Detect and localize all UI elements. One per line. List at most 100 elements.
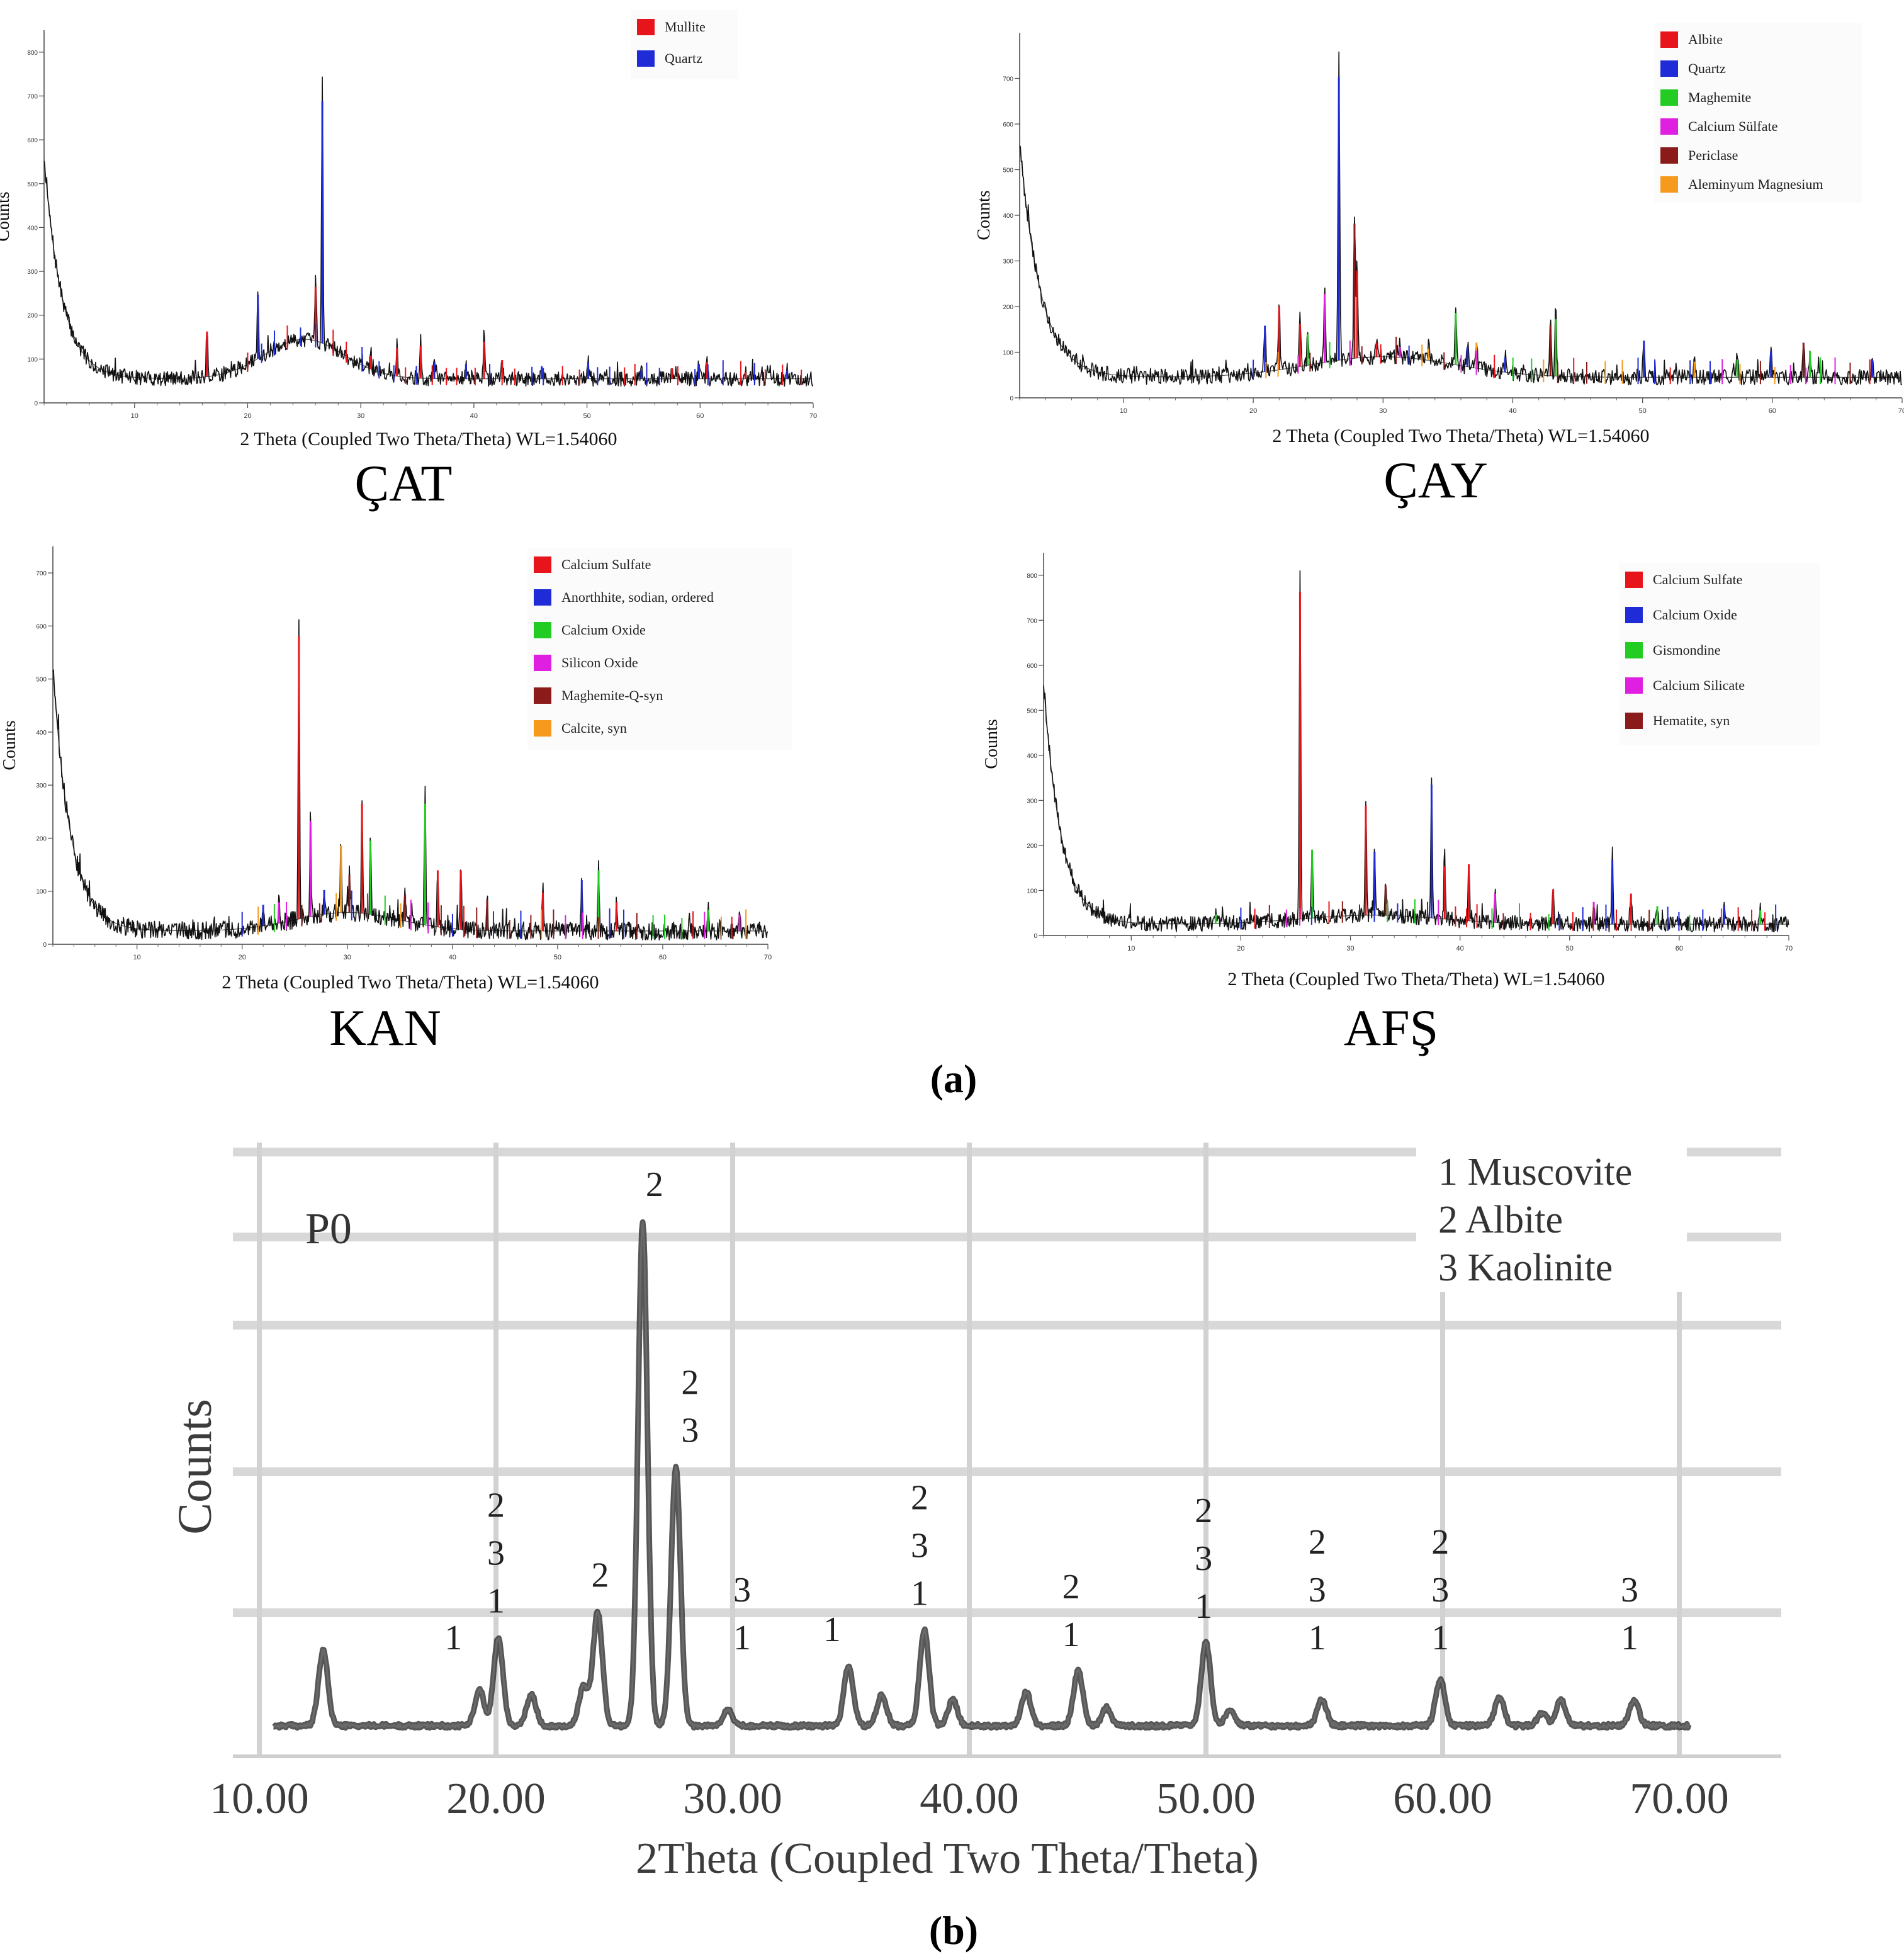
y-axis-label: Counts (0, 720, 20, 770)
chart-cat: 0 100 200 300 400 500 600 700 800 10 20 30 40 50 60 70 M… (0, 10, 817, 512)
x-tick-label: 40 (1509, 407, 1516, 415)
y-tick-label: 300 (1003, 259, 1013, 266)
peak-phase-number: 1 (911, 1574, 928, 1613)
legend-swatch (637, 19, 655, 35)
x-tick-label: 70 (1785, 945, 1793, 952)
x-tick-label: 10.00 (210, 1775, 309, 1823)
peak-phase-number: 1 (1195, 1587, 1212, 1626)
x-tick-label: 30 (1379, 407, 1387, 415)
peak-phase-number: 1 (444, 1618, 462, 1658)
chart-p0: 10.00 20.00 30.00 40.00 50.00 60.00 70.00 2Thet… (169, 1141, 1781, 1883)
peak-phase-number: 2 (911, 1478, 928, 1517)
legend-swatch (637, 50, 655, 67)
y-tick-label: 700 (27, 93, 38, 100)
x-tick-label: 40 (1456, 945, 1464, 952)
pattern-line (43, 76, 814, 387)
legend-swatch (534, 622, 551, 638)
legend-entry: 2 Albite (1438, 1199, 1563, 1241)
peak-phase-number: 3 (681, 1411, 699, 1450)
legend-swatch (1625, 677, 1643, 694)
legend-label: Calcium Oxide (561, 622, 646, 638)
legend-swatch (1660, 118, 1678, 135)
y-tick-label: 0 (43, 942, 47, 949)
peak-phase-number: 3 (733, 1571, 751, 1610)
sample-caption: KAN (329, 999, 441, 1056)
legend-label: Maghemite-Q-syn (561, 687, 663, 703)
legend-label: Silicon Oxide (561, 655, 638, 670)
y-tick-label: 600 (27, 137, 38, 144)
chart-title: P0 (305, 1205, 352, 1253)
sample-caption: ÇAT (355, 455, 453, 512)
peak-phase-number: 1 (1621, 1618, 1638, 1658)
legend-swatch (1660, 31, 1678, 48)
x-tick-label: 20 (1237, 945, 1244, 952)
peak-phase-number: 2 (1062, 1567, 1080, 1607)
legend-entry: 1 Muscovite (1438, 1151, 1632, 1194)
x-axis-label: 2Theta (Coupled Two Theta/Theta) (636, 1834, 1259, 1883)
y-tick-label: 300 (1027, 798, 1037, 805)
legend-swatch (1625, 607, 1643, 623)
y-tick-label: 0 (34, 400, 38, 407)
y-tick-label: 100 (27, 356, 38, 363)
y-tick-label: 400 (1003, 213, 1013, 220)
y-tick-label: 500 (1003, 167, 1013, 174)
legend-swatch (1660, 60, 1678, 77)
peak-phase-number: 3 (1431, 1571, 1449, 1610)
peak-phase-number: 1 (1431, 1618, 1449, 1658)
x-tick-label: 30 (344, 954, 351, 961)
x-tick-label: 70.00 (1630, 1775, 1729, 1823)
y-tick-label: 600 (1003, 121, 1013, 128)
legend-label: Anorthhite, sodian, ordered (561, 589, 714, 605)
x-tick-label: 30.00 (683, 1775, 782, 1823)
x-tick-label: 20.00 (446, 1775, 546, 1823)
x-tick-label: 40 (449, 954, 456, 961)
x-tick-label: 50 (1566, 945, 1574, 952)
x-tick-label: 60 (1769, 407, 1776, 415)
peak-phase-number: 2 (681, 1363, 699, 1402)
x-axis-label: 2 Theta (Coupled Two Theta/Theta) WL=1.5… (1227, 969, 1604, 990)
pattern-line (1043, 570, 1789, 932)
legend-label: Calcite, syn (561, 720, 627, 736)
y-tick-label: 800 (1027, 573, 1037, 580)
x-tick-label: 10 (133, 954, 141, 961)
peak-phase-number: 2 (1195, 1491, 1212, 1530)
y-tick-label: 600 (1027, 663, 1037, 670)
y-tick-label: 700 (36, 570, 47, 577)
y-axis-label: Counts (0, 191, 13, 241)
y-tick-label: 400 (1027, 753, 1037, 760)
legend-label: Calcium Sulfate (1653, 572, 1742, 587)
y-tick-label: 200 (27, 313, 38, 320)
y-axis-label: Counts (982, 719, 1001, 769)
legend-label: Mullite (665, 19, 706, 35)
x-tick-label: 50.00 (1156, 1775, 1256, 1823)
legend-label: Calcium Sülfate (1688, 118, 1777, 134)
x-tick-label: 50 (1639, 407, 1647, 415)
y-tick-label: 500 (27, 181, 38, 188)
legend-label: Gismondine (1653, 642, 1721, 658)
y-tick-label: 200 (1027, 843, 1037, 850)
pattern-line-highlight (273, 1221, 1690, 1729)
legend-box (1619, 563, 1820, 745)
legend-box (527, 548, 792, 750)
x-tick-label: 30 (357, 412, 364, 420)
legend-label: Calcium Silicate (1653, 677, 1745, 693)
x-tick-label: 50 (554, 954, 561, 961)
legend-box (1654, 23, 1862, 203)
peak-phase-number: 2 (487, 1486, 505, 1525)
legend-swatch (534, 687, 551, 704)
y-tick-label: 700 (1003, 76, 1013, 83)
pattern-line (52, 619, 769, 940)
peak-phase-number: 1 (1309, 1618, 1326, 1658)
x-tick-label: 70 (764, 954, 772, 961)
legend-label: Albite (1688, 31, 1723, 47)
legend-swatch (1660, 89, 1678, 106)
panel-b-label: (b) (929, 1908, 978, 1953)
chart-afs: 0 100 200 300 400 500 600 700 800 10 20 30 40 50 60 70 C… (982, 553, 1820, 1056)
legend-label: Aleminyum Magnesium (1688, 176, 1823, 192)
peak-phase-number: 1 (487, 1582, 505, 1621)
x-tick-label: 50 (583, 412, 590, 420)
peak-phase-number: 3 (1309, 1571, 1326, 1610)
y-tick-label: 200 (1003, 304, 1013, 311)
